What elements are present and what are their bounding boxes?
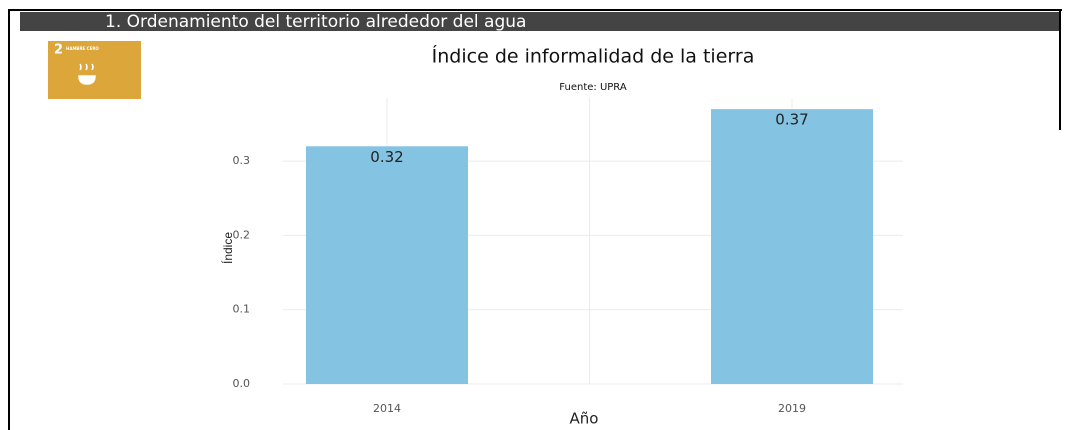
data-label: 0.32	[370, 148, 403, 166]
y-tick-label: 0.1	[233, 303, 251, 316]
header-bar	[20, 12, 1059, 31]
chart-title: Índice de informalidad de la tierra	[432, 45, 755, 68]
sdg-bowl	[78, 63, 96, 85]
y-tick-label: 0.2	[233, 228, 251, 241]
x-tick-label: 2014	[373, 402, 401, 415]
sdg-number: 2	[54, 43, 63, 58]
header-title: 1. Ordenamiento del territorio alrededor…	[105, 12, 526, 32]
y-axis-label: Índice	[220, 232, 235, 264]
sdg-icon	[48, 41, 141, 99]
y-tick-label: 0.3	[233, 154, 251, 167]
y-tick-label: 0.0	[233, 377, 251, 390]
chart-subtitle: Fuente: UPRA	[559, 82, 627, 93]
x-tick-label: 2019	[778, 402, 806, 415]
x-axis-label: Año	[570, 410, 599, 428]
bar	[711, 109, 873, 385]
bar	[306, 146, 468, 384]
data-label: 0.37	[775, 111, 808, 129]
sdg-text: HAMBRE CERO	[66, 46, 99, 51]
